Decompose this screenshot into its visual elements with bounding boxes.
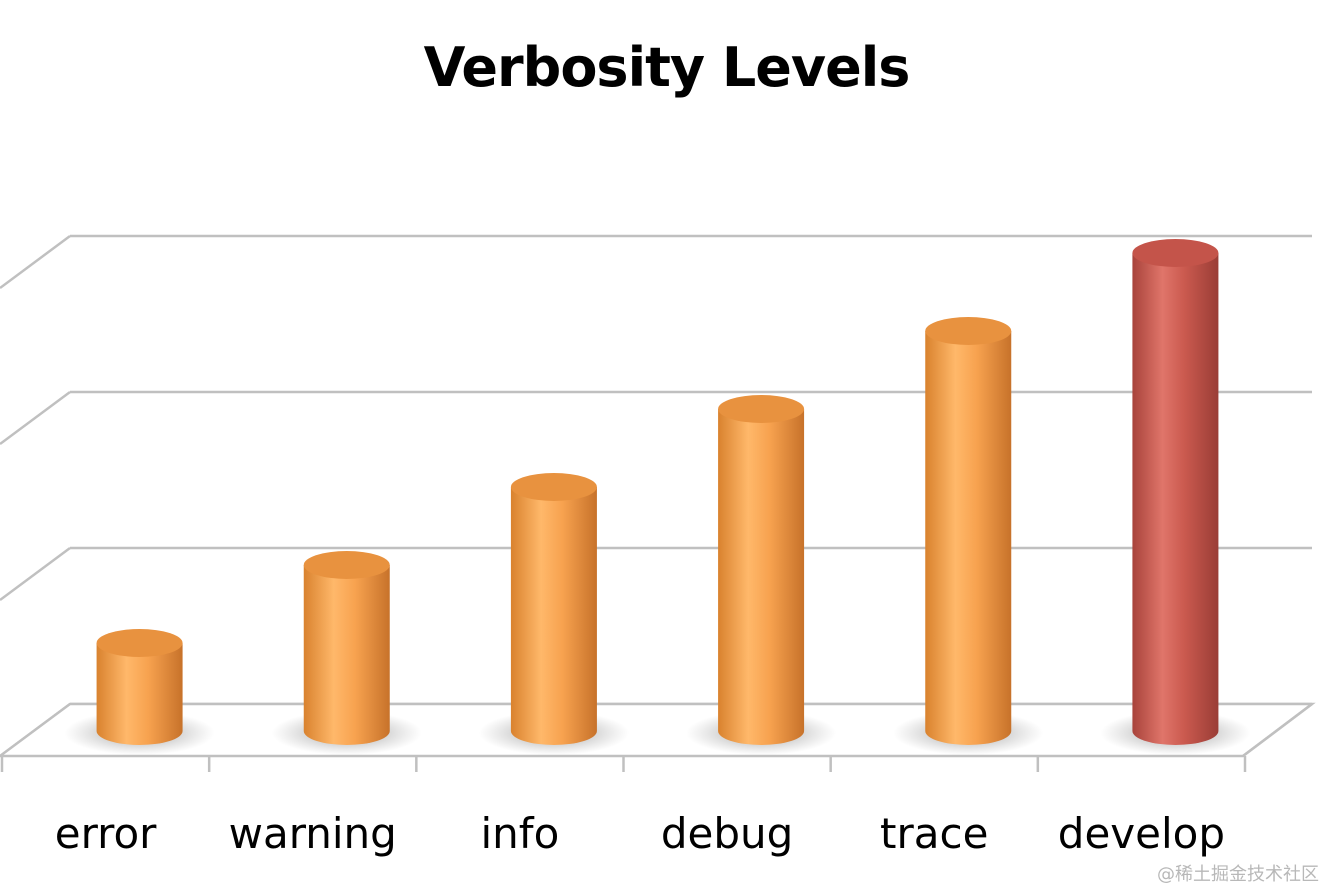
bar-body (96, 643, 183, 745)
gridline-side (0, 546, 71, 602)
watermark: @稀土掘金技术社区 (1157, 864, 1319, 885)
bar-body (510, 487, 597, 745)
bar-body (718, 409, 805, 745)
grid-lines (0, 234, 1312, 758)
gridline-side (0, 234, 71, 290)
bar-cap (1132, 239, 1219, 267)
bar-cap (925, 317, 1012, 345)
bar-cap (510, 473, 597, 501)
tick-label-trace: trace (880, 809, 988, 858)
tick-label-debug: debug (661, 809, 793, 858)
bar-body (1132, 253, 1219, 745)
bar-develop (1100, 239, 1251, 755)
tick-label-warning: warning (229, 809, 397, 858)
bar-body (925, 331, 1012, 745)
bar-body (303, 565, 390, 745)
bar-info (478, 473, 629, 755)
bar-error (64, 629, 215, 755)
bar-warning (271, 551, 422, 755)
bars (64, 239, 1251, 755)
gridline-side (0, 390, 71, 446)
bar-debug (686, 395, 837, 755)
bar-cap (718, 395, 805, 423)
tick-label-develop: develop (1058, 809, 1225, 858)
bar-cap (96, 629, 183, 657)
bar-cap (303, 551, 390, 579)
chart-title: Verbosity Levels (423, 36, 911, 99)
x-axis-ticks: error warning info debug trace develop (0, 756, 1247, 858)
bar-trace (893, 317, 1044, 755)
floor-edge (1242, 703, 1313, 757)
tick-label-info: info (481, 809, 560, 858)
tick-label-error: error (55, 809, 157, 858)
